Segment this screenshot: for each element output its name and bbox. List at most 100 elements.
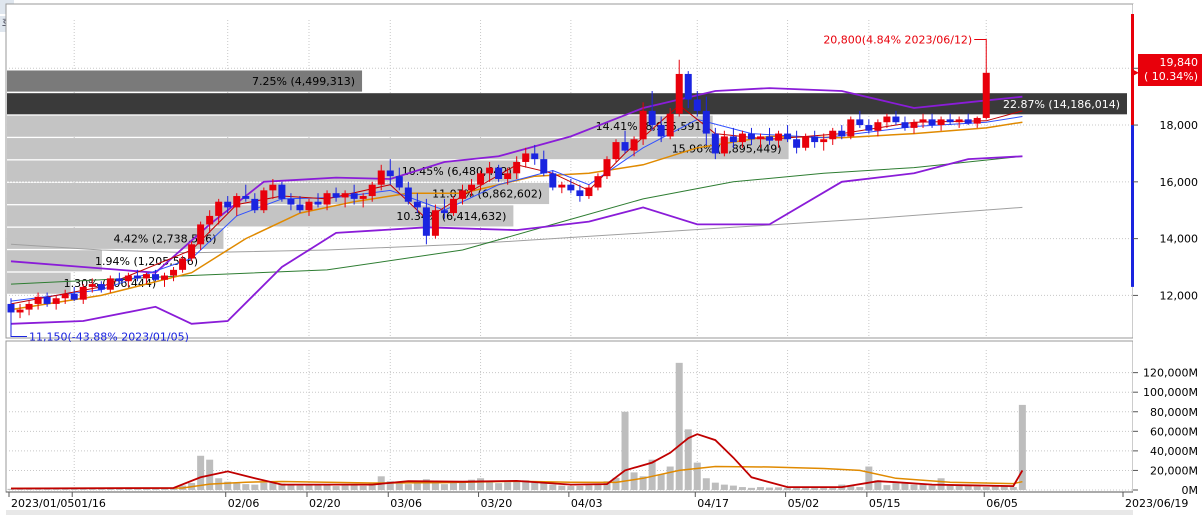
volume-tick-label: 80,000M [1150, 406, 1198, 419]
candle-body [52, 298, 60, 304]
candle-body [540, 159, 548, 174]
range-down-bar [1131, 125, 1134, 287]
volume-bar [531, 481, 539, 490]
volume-bar [386, 481, 394, 490]
candle-body [206, 215, 214, 225]
volume-bar [477, 478, 485, 490]
candle-body [242, 196, 250, 199]
volume-tick-label: 40,000M [1150, 445, 1198, 458]
current-change: ( 10.34%) [1143, 70, 1198, 83]
volume-bar [775, 487, 783, 490]
volume-bar [657, 474, 665, 490]
candle-body [711, 133, 719, 154]
volume-bar [820, 487, 828, 490]
volume-bar [793, 487, 801, 490]
candle-body [937, 119, 945, 126]
x-tick-label: 05/15 [869, 497, 901, 510]
candle-body [955, 119, 963, 123]
volume-bar [278, 483, 286, 490]
candle-body [459, 190, 466, 199]
volume-bar [991, 485, 999, 490]
volume-tick-label: 60,000M [1150, 425, 1198, 438]
candle-body [34, 296, 42, 304]
x-tick-label: 03/20 [481, 497, 513, 510]
volume-bar [693, 462, 701, 490]
volume-bar [702, 478, 710, 490]
candle-body [612, 142, 620, 160]
candle-body [142, 274, 150, 279]
candle-body [170, 269, 178, 276]
candle-body [657, 125, 665, 137]
volume-bar [874, 480, 882, 490]
volume-bar [269, 482, 277, 490]
candle-body [973, 117, 981, 124]
candle-body [305, 201, 313, 211]
volume-bar [666, 466, 674, 490]
current-price-tag: 19,840 ( 10.34%) [1138, 54, 1202, 86]
volume-bar [639, 476, 647, 490]
volume-bar [919, 484, 927, 490]
volume-bar [946, 484, 954, 490]
volume-bar [305, 484, 313, 490]
candle-body [215, 201, 223, 216]
volume-bar [883, 485, 891, 490]
candle-body [784, 133, 792, 140]
volume-bar [648, 459, 656, 490]
candle-body [901, 122, 909, 128]
candle-body [747, 133, 755, 140]
range-up-bar [1131, 14, 1134, 126]
supply-bar [7, 115, 713, 137]
candle-body [188, 244, 196, 259]
volume-bar [675, 362, 683, 490]
candle-body [883, 116, 891, 123]
candle-body [79, 286, 87, 300]
volume-tick-label: 120,000M [1143, 367, 1198, 380]
candle-body [486, 167, 494, 174]
volume-bar [603, 481, 611, 490]
candle-body [359, 196, 367, 199]
candle-body [341, 193, 349, 198]
candle-body [197, 224, 205, 245]
candle-body [513, 161, 521, 174]
candle-body [88, 284, 96, 287]
high-marker [974, 39, 987, 46]
candle-body [531, 153, 539, 160]
volume-bar [513, 480, 521, 490]
volume-bar [368, 483, 376, 490]
candle-body [522, 153, 530, 162]
volume-bar [233, 483, 241, 490]
volume-bar [856, 487, 864, 490]
volume-ma5-line [10, 433, 1024, 490]
candle-body [296, 204, 304, 211]
candle-body [675, 73, 683, 114]
volume-bar [973, 486, 981, 490]
horizontal-scrollbar[interactable] [6, 510, 1133, 515]
volume-bar [7, 488, 15, 490]
candle-body [838, 130, 846, 137]
volume-bar [133, 488, 141, 490]
volume-bar [711, 482, 719, 490]
volume-bar [260, 482, 268, 490]
volume-bar [829, 487, 837, 490]
candle-body [323, 193, 331, 205]
candle-body [585, 187, 593, 197]
volume-bar [684, 429, 692, 490]
volume-bar [955, 485, 963, 490]
volume-bar [892, 483, 900, 490]
supply-bar [7, 227, 224, 249]
candle-body [964, 119, 972, 124]
candle-body [684, 73, 692, 100]
volume-bar [161, 488, 169, 490]
volume-bar [766, 487, 774, 490]
candle-body [413, 201, 421, 208]
volume-bar [738, 487, 746, 490]
volume-bar [865, 466, 873, 490]
supply-bar [7, 138, 789, 160]
candle-body [115, 278, 123, 282]
candle-body [133, 275, 141, 279]
candle-body [639, 110, 647, 140]
volume-bar [314, 485, 322, 490]
volume-bar [115, 488, 123, 490]
candle-body [332, 193, 340, 198]
